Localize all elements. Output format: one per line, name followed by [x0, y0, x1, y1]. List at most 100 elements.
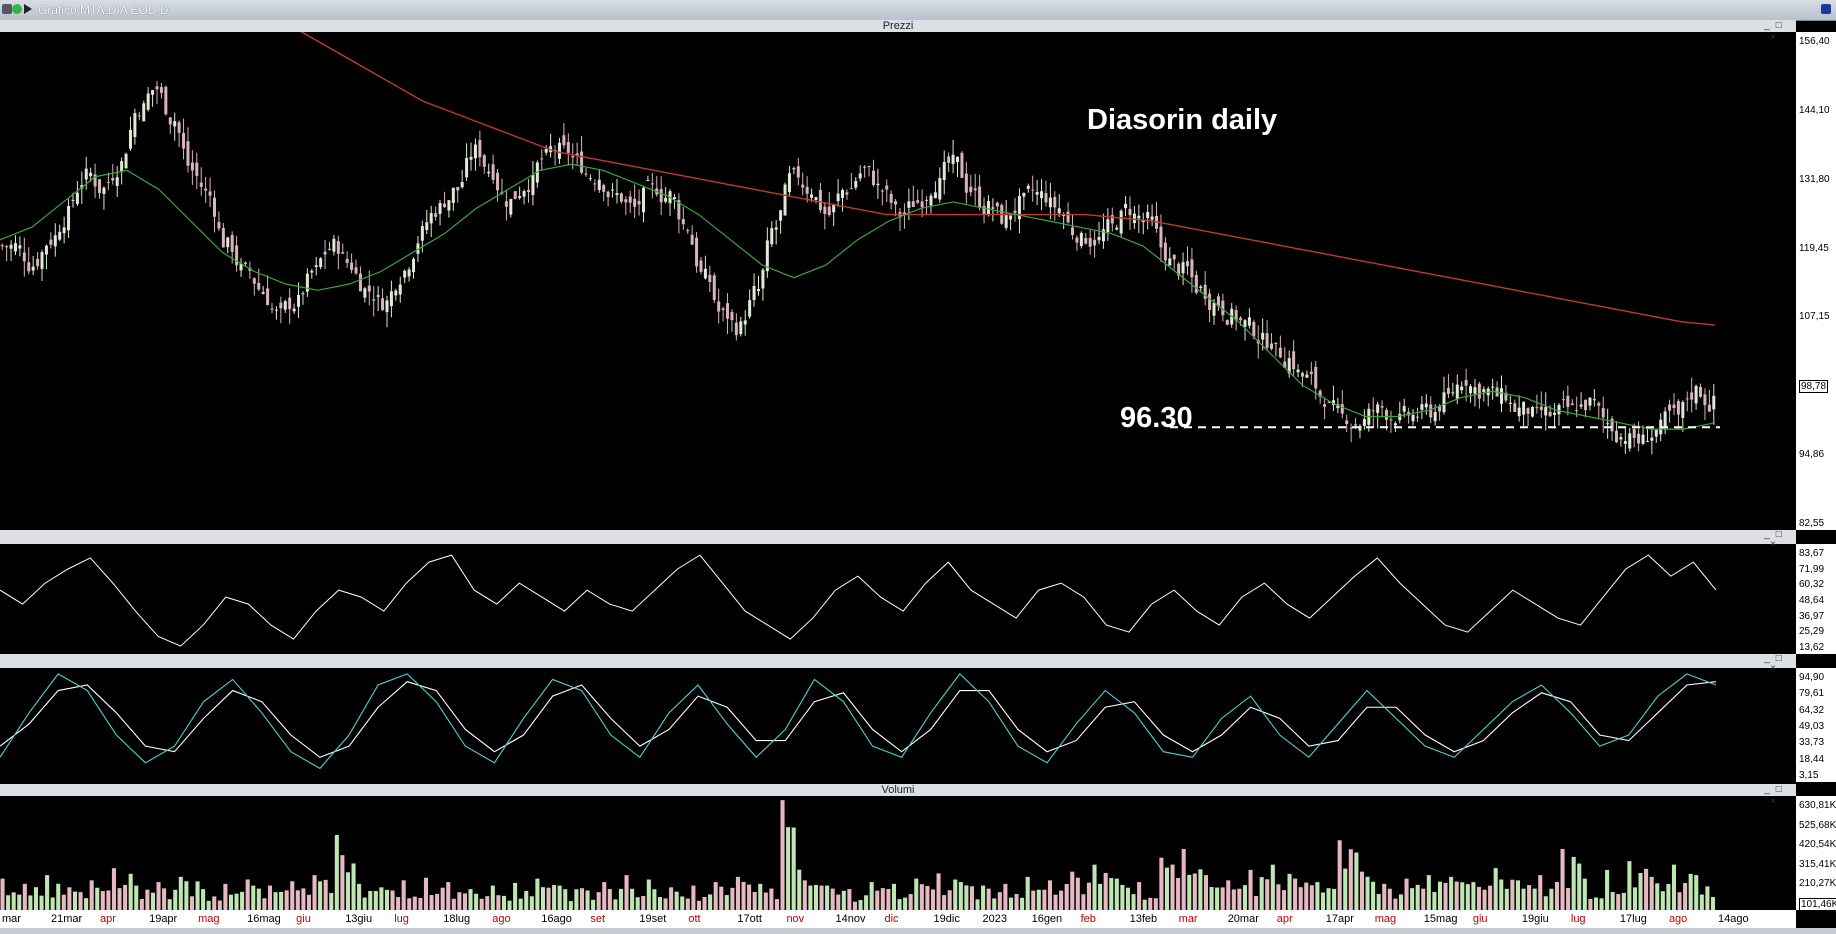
volume-bar: [412, 896, 417, 910]
candle-body: [403, 270, 407, 278]
volume-bar: [953, 879, 958, 910]
volume-bar: [11, 892, 16, 910]
volume-bar: [730, 887, 735, 910]
candle-body: [177, 122, 181, 133]
candle-body: [1026, 185, 1030, 189]
candle-body: [124, 153, 128, 169]
candle-body: [274, 309, 278, 311]
volume-bar: [1398, 894, 1403, 910]
rsi-chart[interactable]: [0, 544, 1796, 654]
volume-bar: [462, 893, 467, 910]
volume-bar: [1437, 881, 1442, 910]
candle-body: [1389, 419, 1393, 421]
candle-body: [1225, 320, 1229, 325]
panel-controls[interactable]: _□ ×: [1764, 784, 1788, 807]
volume-bar: [719, 886, 724, 910]
stoch-chart[interactable]: [0, 668, 1796, 782]
volume-bar: [1187, 874, 1192, 910]
time-axis-tick: ott: [688, 913, 701, 925]
panel-controls[interactable]: _□ ×: [1764, 20, 1788, 43]
volume-bar: [318, 881, 323, 910]
candle-body: [1071, 227, 1074, 236]
volume-bar: [518, 898, 523, 910]
candle-body: [933, 192, 937, 199]
window-control-icon[interactable]: [1821, 4, 1831, 14]
time-axis-tick: 20mar: [1227, 913, 1259, 925]
candle-body: [743, 320, 747, 325]
candle-body: [938, 177, 942, 200]
candle-body: [871, 170, 875, 185]
candle-body: [531, 174, 535, 196]
volume-bar: [111, 868, 116, 910]
candle-body: [894, 201, 898, 205]
stoch-k-line: [0, 673, 1717, 770]
candle-body: [796, 166, 800, 178]
candle-body: [120, 161, 124, 172]
candle-body: [297, 294, 301, 307]
volume-bar: [891, 883, 896, 910]
candle-body: [106, 181, 110, 183]
play-icon[interactable]: [24, 4, 32, 14]
volume-bar: [1270, 864, 1275, 910]
candle-body: [1411, 414, 1415, 422]
candle-body: [752, 286, 756, 301]
candle-body: [1699, 387, 1703, 397]
volume-bar: [1644, 868, 1649, 910]
candle-body: [456, 187, 460, 191]
scale-tick-label: 33,73: [1799, 737, 1825, 749]
volume-bar: [802, 880, 807, 910]
time-axis-tick: 13feb: [1129, 913, 1158, 925]
candle-body: [49, 239, 53, 245]
candle-body: [1292, 351, 1296, 370]
volume-bar: [1376, 894, 1381, 910]
volume-bar: [1109, 878, 1114, 910]
candle-body: [1477, 383, 1481, 399]
volume-bar: [1393, 898, 1398, 910]
volume-chart[interactable]: [0, 796, 1796, 910]
candle-body: [748, 300, 752, 317]
candle-body: [1672, 404, 1676, 409]
candle-body: [292, 308, 296, 312]
candle-body: [566, 142, 570, 153]
volume-bar: [1482, 889, 1487, 910]
volume-bar: [897, 899, 902, 910]
scale-tick-label: 98,78: [1799, 380, 1829, 394]
time-axis-tick: 13giu: [345, 913, 373, 925]
volume-bar: [418, 897, 423, 910]
price-chart[interactable]: [0, 24, 1796, 530]
status-green-icon: [12, 4, 22, 14]
menu-icon[interactable]: [2, 4, 12, 14]
candle-body: [1345, 420, 1349, 425]
time-axis-tick: 19set: [639, 913, 667, 925]
candle-body: [637, 200, 641, 205]
volume-bar: [1137, 882, 1142, 910]
volume-bar: [1025, 876, 1030, 910]
scale-tick-label: 83,67: [1799, 548, 1825, 559]
volume-bar: [1042, 889, 1047, 910]
scale-tick-label: 48,64: [1799, 595, 1825, 606]
time-axis-tick: 16ago: [541, 913, 572, 925]
volume-bar: [1387, 888, 1392, 910]
candle-body: [270, 308, 274, 310]
candle-body: [1398, 413, 1402, 421]
candle-body: [1190, 259, 1194, 278]
candle-body: [1460, 386, 1464, 391]
candle-body: [1066, 211, 1070, 223]
candle-body: [726, 303, 730, 319]
volume-bar: [1064, 883, 1069, 910]
bottom-scrollbar[interactable]: [0, 928, 1836, 934]
candle-body: [783, 184, 787, 216]
volume-bar: [1231, 889, 1236, 910]
candle-body: [1168, 258, 1172, 266]
panel-controls[interactable]: _□ ×: [1764, 653, 1788, 674]
volume-bar: [624, 875, 629, 910]
volume-bar: [1554, 882, 1559, 910]
volume-bar: [1527, 885, 1532, 910]
candle-body: [1300, 372, 1304, 377]
panel-controls[interactable]: _□ ×: [1764, 529, 1788, 550]
volume-panel-header: Volumi _□ ×: [0, 784, 1796, 807]
time-axis[interactable]: mar 21mar apr 19apr mag 16mag giu 13giu lug 18lug…: [0, 910, 1796, 928]
volume-bar: [284, 890, 289, 910]
candle-body: [1097, 237, 1101, 241]
candle-body: [243, 262, 247, 264]
